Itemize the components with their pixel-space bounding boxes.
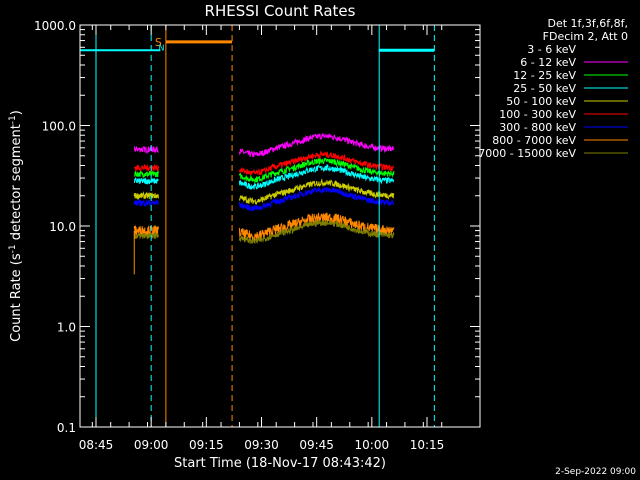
legend-label: 25 - 50 keV xyxy=(513,82,576,95)
y-axis-label-sup: -1 xyxy=(8,244,18,253)
saa-label: S xyxy=(155,36,162,49)
series-line-block1 xyxy=(133,145,159,155)
legend-label: 7000 - 15000 keV xyxy=(478,147,576,160)
plot-area: SN xyxy=(80,25,435,427)
x-tick-label: 10:00 xyxy=(355,438,390,452)
series-line-block1 xyxy=(133,225,159,238)
legend-label: 800 - 7000 keV xyxy=(492,134,576,147)
x-axis-label: Start Time (18-Nov-17 08:43:42) xyxy=(174,456,386,471)
series-line-block2 xyxy=(238,150,395,176)
footer-date: 2-Sep-2022 09:00 xyxy=(555,467,636,477)
header-line-1: Det 1f,3f,6f,8f, xyxy=(547,17,628,30)
series-line-block2 xyxy=(238,177,395,205)
legend-label: 3 - 6 keV xyxy=(527,43,576,56)
y-tick-label: 1.0 xyxy=(57,321,76,335)
legend-label: 100 - 300 keV xyxy=(499,108,576,121)
x-tick-label: 08:45 xyxy=(79,438,114,452)
y-axis-label-sup2: -1 xyxy=(8,115,18,124)
y-axis: 0.1 1.0 10.0 100.0 1000.0 xyxy=(34,19,480,435)
x-axis: 08:45 09:00 09:15 09:30 09:45 10:00 10:15 xyxy=(79,25,445,452)
series-line-block2 xyxy=(238,219,395,245)
x-tick-label: 09:30 xyxy=(244,438,279,452)
chart-title: RHESSI Count Rates xyxy=(205,2,356,20)
legend-label: 300 - 800 keV xyxy=(499,121,576,134)
legend-label: 6 - 12 keV xyxy=(520,56,576,69)
x-tick-label: 09:00 xyxy=(134,438,169,452)
y-axis-label-rest: detector segment xyxy=(9,124,24,244)
y-tick-label: 0.1 xyxy=(57,421,76,435)
y-axis-label-end: ) xyxy=(9,110,24,115)
x-tick-label: 09:45 xyxy=(299,438,334,452)
header-line-2: FDecim 2, Att 0 xyxy=(543,30,628,43)
x-tick-label: 09:15 xyxy=(189,438,224,452)
x-tick-label: 10:15 xyxy=(410,438,445,452)
series-line-block1 xyxy=(133,169,159,179)
series-line-block2 xyxy=(238,163,395,190)
legend-label: 50 - 100 keV xyxy=(506,95,576,108)
y-tick-label: 1000.0 xyxy=(34,19,76,33)
series-line-block1 xyxy=(133,163,159,173)
series-line-block2 xyxy=(238,132,395,158)
night-label: N xyxy=(159,43,165,52)
series-line-block1 xyxy=(133,191,159,201)
y-axis-label: Count Rate (s-1 detector segment-1) xyxy=(8,110,24,342)
series-line-block1 xyxy=(133,176,159,185)
y-tick-label: 100.0 xyxy=(42,120,76,134)
legend-label: 12 - 25 keV xyxy=(513,69,576,82)
series-line-block1 xyxy=(133,198,159,207)
y-tick-label: 10.0 xyxy=(49,220,76,234)
series-line-block2 xyxy=(238,212,395,243)
y-axis-label-main: Count Rate (s xyxy=(9,253,24,342)
series-line-3-6kev xyxy=(238,47,395,53)
series-line-block2 xyxy=(238,186,395,212)
series-line-block1 xyxy=(133,231,159,240)
plot-frame xyxy=(79,24,481,428)
series-line-block2 xyxy=(238,157,395,185)
